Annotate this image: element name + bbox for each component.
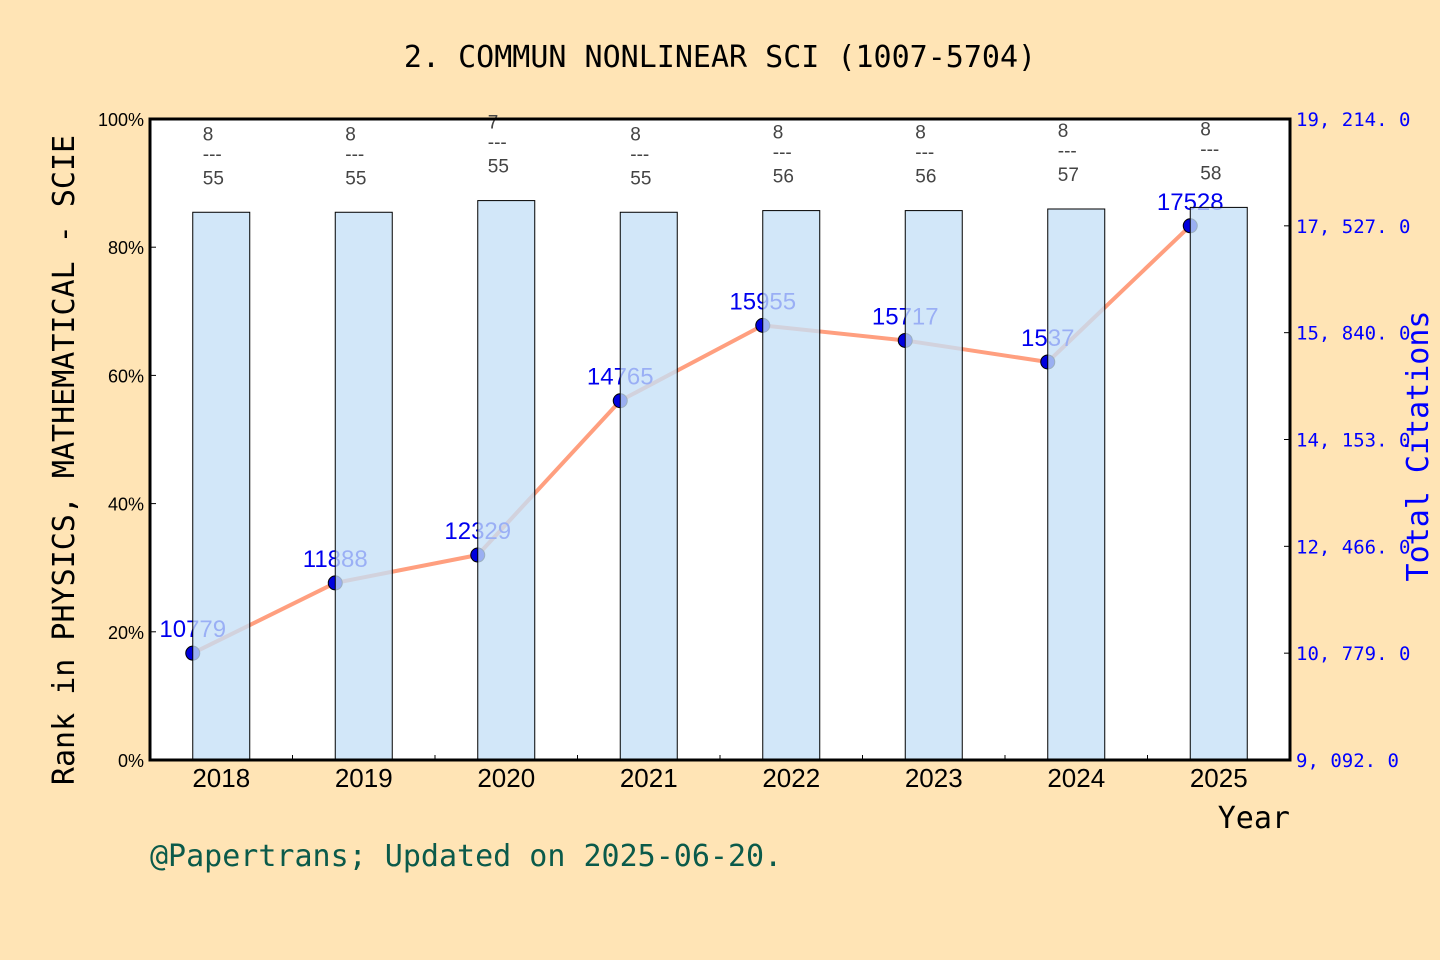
left-tick-label: 100% <box>98 110 144 130</box>
rank-denominator: 58 <box>1200 163 1221 184</box>
rank-denominator: 56 <box>915 167 936 188</box>
right-tick-label: 17, 527. 0 <box>1296 216 1410 238</box>
footer-note: @Papertrans; Updated on 2025-06-20. <box>150 839 782 874</box>
left-axis-label: Rank in PHYSICS, MATHEMATICAL - SCIE <box>47 135 82 785</box>
rank-denominator: 57 <box>1058 165 1079 186</box>
right-tick-label: 15, 840. 0 <box>1296 323 1410 345</box>
right-tick-label: 10, 779. 0 <box>1296 643 1410 665</box>
left-tick-label: 80% <box>108 238 144 258</box>
rank-denominator: 55 <box>203 168 224 189</box>
x-tick-label: 2019 <box>335 763 393 793</box>
rank-bar <box>1047 208 1106 761</box>
fraction-line: --- <box>773 143 792 164</box>
rank-denominator: 56 <box>773 167 794 188</box>
left-tick-label: 40% <box>108 495 144 515</box>
right-tick-label: 12, 466. 0 <box>1296 536 1410 558</box>
rank-denominator: 55 <box>488 157 509 178</box>
plot-area <box>150 119 1290 760</box>
rank-bar <box>619 211 678 761</box>
fraction-line: --- <box>1058 141 1077 162</box>
left-tick-label: 60% <box>108 366 144 386</box>
fraction-line: --- <box>203 144 222 165</box>
fraction-line: --- <box>630 144 649 165</box>
rank-numerator: 8 <box>345 124 356 145</box>
rank-numerator: 8 <box>915 123 926 144</box>
rank-numerator: 7 <box>488 113 499 134</box>
x-tick-label: 2024 <box>1047 763 1105 793</box>
rank-denominator: 55 <box>630 168 651 189</box>
fraction-line: --- <box>345 144 364 165</box>
left-tick-label: 0% <box>118 751 144 771</box>
right-tick-label: 14, 153. 0 <box>1296 430 1410 452</box>
rank-bar <box>904 210 963 761</box>
x-tick-label: 2023 <box>905 763 963 793</box>
right-tick-label: 9, 092. 0 <box>1296 750 1399 772</box>
rank-bar <box>334 211 393 761</box>
rank-bar <box>1189 206 1248 761</box>
fraction-line: --- <box>1200 139 1219 160</box>
left-tick-label: 20% <box>108 623 144 643</box>
rank-numerator: 8 <box>1200 119 1211 140</box>
x-axis-label: Year <box>1218 801 1290 836</box>
x-tick-label: 2022 <box>762 763 820 793</box>
chart-title: 2. COMMUN NONLINEAR SCI (1007-5704) <box>404 40 1036 75</box>
x-tick-label: 2021 <box>620 763 678 793</box>
x-tick-label: 2025 <box>1190 763 1248 793</box>
x-tick-label: 2018 <box>192 763 250 793</box>
right-axis-label: Total Citations <box>1401 311 1436 582</box>
rank-bar <box>192 211 251 761</box>
rank-numerator: 8 <box>1058 121 1069 142</box>
rank-numerator: 8 <box>773 123 784 144</box>
rank-bar <box>477 200 536 761</box>
rank-numerator: 8 <box>630 124 641 145</box>
rank-numerator: 8 <box>203 124 214 145</box>
rank-bar <box>762 210 821 761</box>
rank-denominator: 55 <box>345 168 366 189</box>
fraction-line: --- <box>915 143 934 164</box>
x-tick-label: 2020 <box>477 763 535 793</box>
fraction-line: --- <box>488 133 507 154</box>
right-tick-label: 19, 214. 0 <box>1296 109 1410 131</box>
